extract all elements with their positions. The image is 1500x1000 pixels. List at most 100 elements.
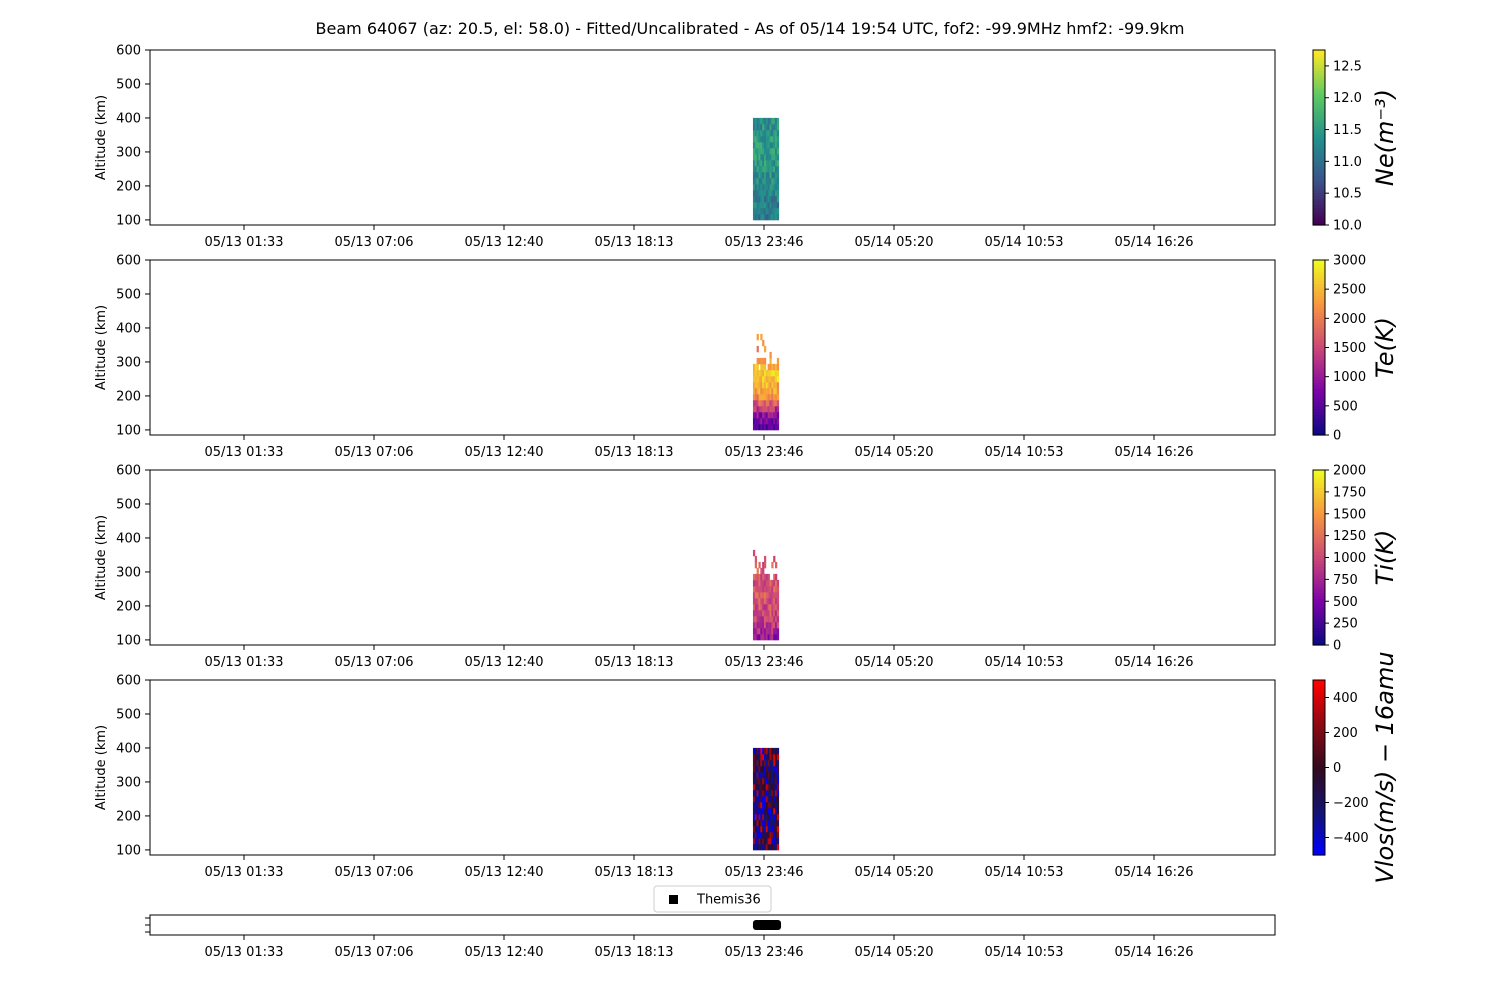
ne-colorbar-segment: [1313, 70, 1325, 74]
vlos-cell: [776, 819, 780, 827]
ne-cell: [775, 207, 778, 215]
ti-cell: [771, 627, 774, 635]
vlos-cell: [752, 813, 756, 821]
ti-colorbar-segment: [1313, 586, 1325, 591]
te-cell: [773, 423, 776, 431]
ne-cell: [773, 141, 776, 149]
ti-cell: [762, 615, 765, 623]
vlos-cell: [773, 807, 776, 815]
ti-cell: [773, 579, 776, 587]
te-colorbar-segment: [1313, 365, 1325, 369]
ti-colorbar-segment: [1313, 534, 1325, 538]
ti-cell: [773, 597, 776, 605]
ne-cell: [756, 207, 759, 215]
ne-cell: [767, 123, 770, 131]
ne-cell: [775, 159, 778, 167]
te-colorbar-segment: [1313, 411, 1325, 416]
ne-cell: [758, 189, 761, 197]
vlos-cell: [760, 789, 763, 797]
te-cell: [752, 399, 756, 407]
vlos-cell: [763, 813, 767, 821]
te-cell: [765, 417, 769, 425]
ti-colorbar-segment: [1313, 636, 1325, 640]
te-cell: [762, 387, 765, 395]
ne-y-tick-label: 600: [116, 44, 141, 59]
ne-colorbar-segment: [1313, 219, 1325, 223]
vlos-cell: [760, 807, 763, 815]
ti-cell: [756, 585, 759, 593]
te-cell: [760, 375, 763, 383]
themis-x-tick-label: 05/14 05:20: [854, 945, 933, 960]
ne-colorbar-segment: [1313, 122, 1325, 127]
ne-cell: [760, 165, 763, 173]
te-cell: [776, 363, 780, 371]
vlos-cell: [752, 819, 756, 827]
ne-cell: [775, 201, 778, 209]
te-cell: [762, 363, 765, 371]
ne-cell: [773, 195, 776, 203]
ne-cell: [775, 153, 778, 161]
ne-cell: [760, 195, 763, 203]
vlos-cell: [752, 747, 756, 755]
ne-cell: [776, 201, 780, 209]
ti-cell: [752, 585, 756, 593]
te-cell: [754, 423, 758, 431]
te-cell: [763, 375, 767, 383]
ne-cell: [760, 123, 763, 131]
te-cell: [776, 387, 780, 395]
vlos-cell: [776, 765, 780, 773]
ti-colorbar-segment: [1313, 642, 1325, 646]
te-cell: [771, 417, 774, 425]
ne-cell: [769, 183, 772, 191]
te-cell: [754, 369, 758, 377]
vlos-cell: [752, 837, 756, 845]
vlos-colorbar-segment: [1313, 790, 1325, 795]
ne-cell: [754, 207, 758, 215]
vlos-colorbar-segment: [1313, 825, 1325, 830]
ne-cell: [765, 165, 769, 173]
vlos-cell: [760, 795, 763, 803]
ne-cell: [771, 201, 774, 209]
te-colorbar-segment: [1313, 265, 1325, 270]
ti-cell: [765, 585, 769, 593]
ne-cell: [760, 135, 763, 143]
vlos-cell: [771, 759, 774, 767]
ti-colorbar-segment: [1313, 557, 1325, 562]
vlos-cell: [762, 843, 765, 851]
te-cell: [765, 393, 769, 401]
ti-colorbar-segment: [1313, 522, 1325, 527]
ti-cell: [760, 621, 763, 629]
vlos-cell: [775, 843, 778, 851]
ne-colorbar-segment: [1313, 140, 1325, 144]
ti-cell: [758, 561, 761, 569]
ne-cell: [771, 165, 774, 173]
te-y-tick-label: 100: [116, 423, 141, 438]
te-cell: [756, 423, 759, 431]
ne-cell: [776, 165, 780, 173]
ne-cell: [760, 117, 763, 125]
vlos-cell: [775, 789, 778, 797]
ti-cell: [758, 633, 761, 641]
ne-cell: [754, 201, 758, 209]
ti-cell: [769, 591, 772, 599]
ne-colorbar-segment: [1313, 204, 1325, 209]
te-cell: [769, 369, 772, 377]
vlos-cell: [762, 747, 765, 755]
vlos-colorbar-segment: [1313, 828, 1325, 833]
vlos-x-tick-label: 05/13 07:06: [334, 865, 413, 880]
vlos-cell: [775, 777, 778, 785]
vlos-cell: [771, 795, 774, 803]
te-cell: [762, 411, 765, 419]
ne-cell: [756, 195, 759, 203]
vlos-cell: [762, 753, 765, 761]
vlos-cell: [760, 825, 763, 833]
ti-cell: [756, 609, 759, 617]
te-cell: [763, 423, 767, 431]
ne-cell: [769, 213, 772, 221]
vlos-colorbar-segment: [1313, 741, 1325, 745]
ne-cell: [752, 213, 756, 221]
te-cell: [760, 411, 763, 419]
vlos-cell: [773, 825, 776, 833]
te-cell: [760, 393, 763, 401]
vlos-colorbar-segment: [1313, 793, 1325, 798]
